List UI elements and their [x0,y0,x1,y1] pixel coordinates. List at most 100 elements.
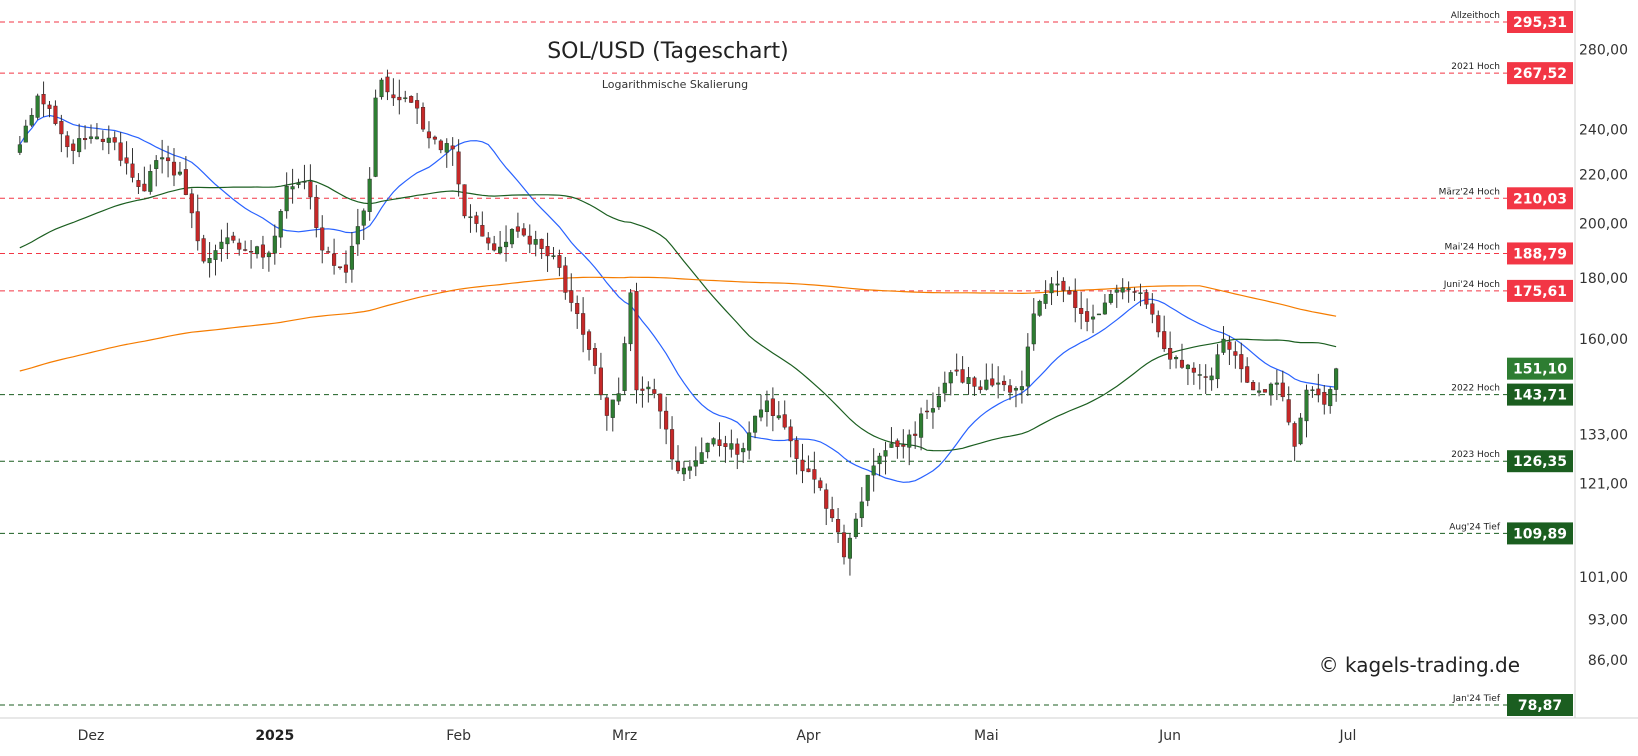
candle-body [326,251,331,253]
candle-body [990,378,995,386]
chart-subtitle: Logarithmische Skalierung [602,78,748,91]
candle-body [1298,417,1303,445]
candle-body [1185,364,1190,370]
candle-body [830,509,835,519]
level-caption: 2023 Hoch [1451,450,1500,460]
candle-body [978,386,983,390]
candle-body [569,290,574,303]
candle-body [1085,311,1090,322]
level-value: 143,71 [1513,388,1567,404]
candle-body [984,379,989,390]
candle-body [1257,390,1262,393]
candle-body [794,440,799,459]
x-tick-label: 2025 [255,728,294,744]
candle-body [841,532,847,558]
candle-body [314,196,319,228]
level-value: 295,31 [1513,15,1567,31]
level-caption: Jan'24 Tief [1452,694,1501,704]
candle-body [166,157,171,162]
candle-body [587,331,592,350]
ma-50-line [19,179,1337,452]
candle-body [468,216,473,218]
x-tick-label: Dez [78,728,105,744]
candle-body [83,138,88,141]
candle-body [450,145,455,150]
x-tick-label: Mrz [612,728,637,744]
candle-body [1268,383,1273,396]
candle-body [296,182,301,185]
candle-body [94,136,99,140]
candle-body [29,114,34,126]
candle-body [320,227,325,251]
candle-body [948,372,953,384]
candle-body [160,157,165,160]
candle-body [1144,292,1149,305]
level-caption: Juni'24 Hoch [1443,280,1500,290]
candle-body [705,442,710,453]
candle-body [1055,283,1060,286]
candle-body [474,215,479,224]
candle-body [456,151,461,185]
candle-body [581,313,586,335]
candle-body [53,105,58,124]
candle-body [254,246,260,255]
candle-body [711,438,716,445]
level-value: 109,89 [1513,526,1567,542]
candle-body [658,393,663,412]
candle-body [65,135,70,148]
candle-body [1174,356,1179,360]
candle-body [1002,380,1007,386]
candle-body [545,246,550,257]
candle-body [1091,316,1096,320]
candle-body [367,178,372,212]
candle-body [177,171,182,175]
candle-body [776,415,781,419]
candle-body [847,537,852,559]
y-tick-label: 101,00 [1579,570,1628,586]
candle-body [462,184,467,217]
candle-body [747,432,752,451]
level-box [1507,694,1573,716]
level-value: 188,79 [1513,246,1567,262]
candle-body [865,474,870,501]
candle-body [1013,388,1019,391]
x-tick-label: Jun [1158,728,1181,744]
candle-body [1274,382,1279,385]
candle-body [818,480,823,489]
candle-body [966,377,971,385]
candle-body [670,429,675,460]
candle-body [622,343,627,391]
candle-body [924,410,930,413]
candle-body [171,161,177,176]
candle-body [824,489,829,509]
candle-body [112,137,117,143]
candle-body [41,94,46,105]
candle-body [403,97,408,99]
candle-body [1191,367,1196,373]
candle-body [1102,302,1107,315]
candle-body [35,95,40,118]
candle-body [118,142,123,161]
candle-body [895,440,900,447]
last-price-box [1507,357,1573,380]
candle-body [189,193,194,214]
candle-body [219,241,224,249]
candle-body [1168,348,1173,360]
candle-body [936,395,941,408]
candle-body [527,235,532,245]
candle-body [693,460,698,467]
candle-body [509,229,515,245]
candle-body [379,79,384,98]
candle-body [1067,290,1072,295]
level-box [1507,522,1573,545]
candle-body [1251,382,1256,391]
candle-body [699,452,704,464]
level-value: 126,35 [1513,454,1567,470]
candle-body [409,96,414,103]
candle-body [770,398,775,416]
candle-body [1096,313,1102,316]
candle-body [1197,374,1202,376]
chart-title: SOL/USD (Tageschart) [547,39,789,64]
